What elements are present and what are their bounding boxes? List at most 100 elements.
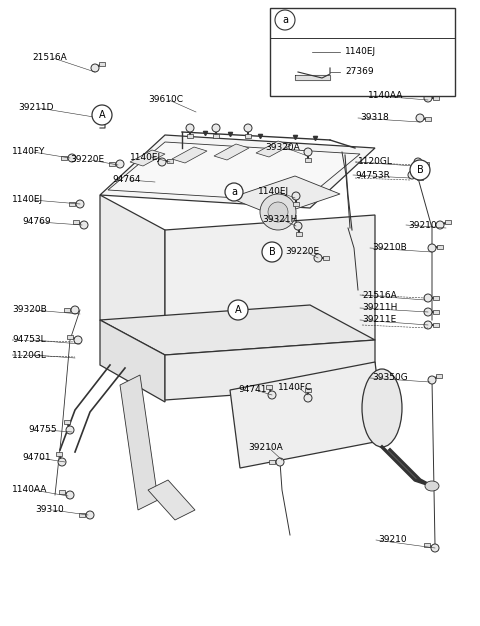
Text: 21516A: 21516A [362, 290, 397, 299]
Polygon shape [148, 480, 195, 520]
Circle shape [304, 148, 312, 156]
Circle shape [68, 154, 76, 162]
Text: a: a [231, 187, 237, 197]
Polygon shape [165, 215, 375, 355]
Circle shape [296, 48, 304, 56]
Circle shape [314, 254, 322, 262]
Bar [213, 134, 219, 138]
Bar [433, 96, 439, 100]
Polygon shape [172, 147, 207, 163]
Bar [266, 386, 272, 389]
Circle shape [262, 242, 282, 262]
Text: B: B [269, 247, 276, 257]
Text: 39610C: 39610C [148, 96, 183, 105]
Bar [436, 374, 442, 378]
Bar [99, 62, 105, 66]
Circle shape [116, 160, 124, 168]
Bar [60, 490, 65, 495]
Text: 21516A: 21516A [32, 53, 67, 63]
Circle shape [86, 511, 94, 519]
Polygon shape [100, 195, 165, 360]
Text: 39321H: 39321H [262, 215, 298, 225]
Text: 39220E: 39220E [285, 247, 319, 257]
Text: 1140AA: 1140AA [12, 486, 48, 495]
Text: a: a [282, 15, 288, 25]
Circle shape [244, 124, 252, 132]
Circle shape [428, 376, 436, 384]
Circle shape [80, 221, 88, 229]
Text: A: A [235, 305, 241, 315]
Polygon shape [230, 176, 340, 216]
Circle shape [260, 194, 296, 230]
Text: 39210B: 39210B [372, 244, 407, 252]
Bar [423, 162, 429, 166]
Circle shape [424, 294, 432, 302]
Circle shape [292, 192, 300, 200]
Bar [187, 134, 193, 138]
Circle shape [416, 114, 424, 122]
Circle shape [228, 300, 248, 320]
Circle shape [92, 105, 112, 125]
Bar [64, 308, 70, 312]
Text: 39211H: 39211H [362, 304, 397, 312]
Circle shape [431, 544, 439, 552]
Text: 94753R: 94753R [355, 170, 390, 180]
Text: 39220E: 39220E [70, 155, 104, 165]
Bar [61, 156, 67, 160]
Text: 39310: 39310 [35, 506, 64, 515]
Text: 94701: 94701 [22, 453, 50, 463]
Circle shape [275, 10, 295, 30]
Circle shape [436, 221, 444, 229]
Polygon shape [120, 375, 158, 510]
Circle shape [212, 124, 220, 132]
Text: 27369: 27369 [345, 68, 373, 76]
Circle shape [428, 244, 436, 252]
Text: 94741: 94741 [238, 386, 266, 394]
Circle shape [276, 458, 284, 466]
Text: 1120GL: 1120GL [358, 158, 393, 167]
Polygon shape [214, 144, 249, 160]
Circle shape [268, 391, 276, 399]
Circle shape [66, 491, 74, 499]
Text: 1140EJ: 1140EJ [345, 48, 376, 56]
Bar [79, 513, 85, 517]
Circle shape [71, 306, 79, 314]
Bar [245, 134, 251, 138]
Polygon shape [108, 142, 360, 202]
Circle shape [66, 426, 74, 434]
Circle shape [158, 158, 166, 166]
Bar [425, 118, 431, 121]
Text: 39210A: 39210A [248, 443, 283, 453]
Circle shape [74, 336, 82, 344]
Bar [444, 220, 451, 224]
Circle shape [410, 160, 430, 180]
Text: 1140AA: 1140AA [368, 91, 403, 100]
Bar [167, 158, 173, 163]
Polygon shape [100, 320, 165, 402]
Bar [109, 162, 115, 166]
Circle shape [408, 171, 416, 179]
Text: 94755: 94755 [28, 426, 57, 434]
Bar [270, 8, 455, 96]
Bar [305, 50, 311, 54]
Bar [293, 202, 299, 206]
Text: 39210: 39210 [378, 535, 407, 545]
Polygon shape [100, 135, 375, 208]
Text: 1120GL: 1120GL [12, 351, 47, 359]
Text: 39320B: 39320B [12, 305, 47, 314]
Polygon shape [130, 150, 165, 166]
Bar [56, 453, 62, 456]
Bar [433, 310, 439, 314]
Bar [417, 176, 422, 180]
Circle shape [294, 222, 302, 230]
Text: 1140FC: 1140FC [278, 384, 312, 393]
Circle shape [268, 202, 288, 222]
Circle shape [424, 94, 432, 102]
Bar [437, 245, 443, 249]
Ellipse shape [362, 369, 402, 447]
Circle shape [304, 394, 312, 402]
Circle shape [414, 158, 422, 166]
Circle shape [91, 64, 99, 72]
Text: 39210: 39210 [408, 220, 437, 230]
Text: 39211D: 39211D [18, 103, 53, 113]
